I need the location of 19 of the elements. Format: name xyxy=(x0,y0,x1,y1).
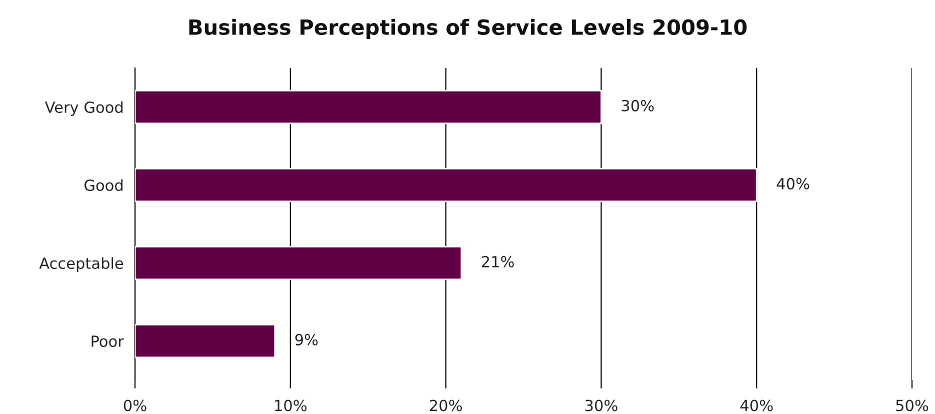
chart-title: Business Perceptions of Service Levels 2009-10 xyxy=(189,18,747,40)
x-tick-label: 10% xyxy=(275,400,307,412)
y-tick-label: Good xyxy=(84,179,122,192)
data-label: 9% xyxy=(295,334,318,346)
y-tick-label: Acceptable xyxy=(39,257,124,272)
x-tick-label: 0% xyxy=(124,400,146,412)
x-tick-label: 40% xyxy=(740,400,773,412)
x-tick-label: 50% xyxy=(896,400,928,412)
bar xyxy=(135,324,276,358)
data-label: 21% xyxy=(482,256,514,268)
x-tick-label: 20% xyxy=(430,400,462,412)
y-tick-label: Very Good xyxy=(44,101,122,116)
data-label: 30% xyxy=(622,100,654,112)
data-label: 40% xyxy=(776,178,810,190)
y-tick-label: Poor xyxy=(92,336,124,348)
bar xyxy=(135,90,602,124)
bar xyxy=(135,168,758,202)
x-tick-label: 30% xyxy=(585,400,618,412)
bar xyxy=(135,246,462,280)
